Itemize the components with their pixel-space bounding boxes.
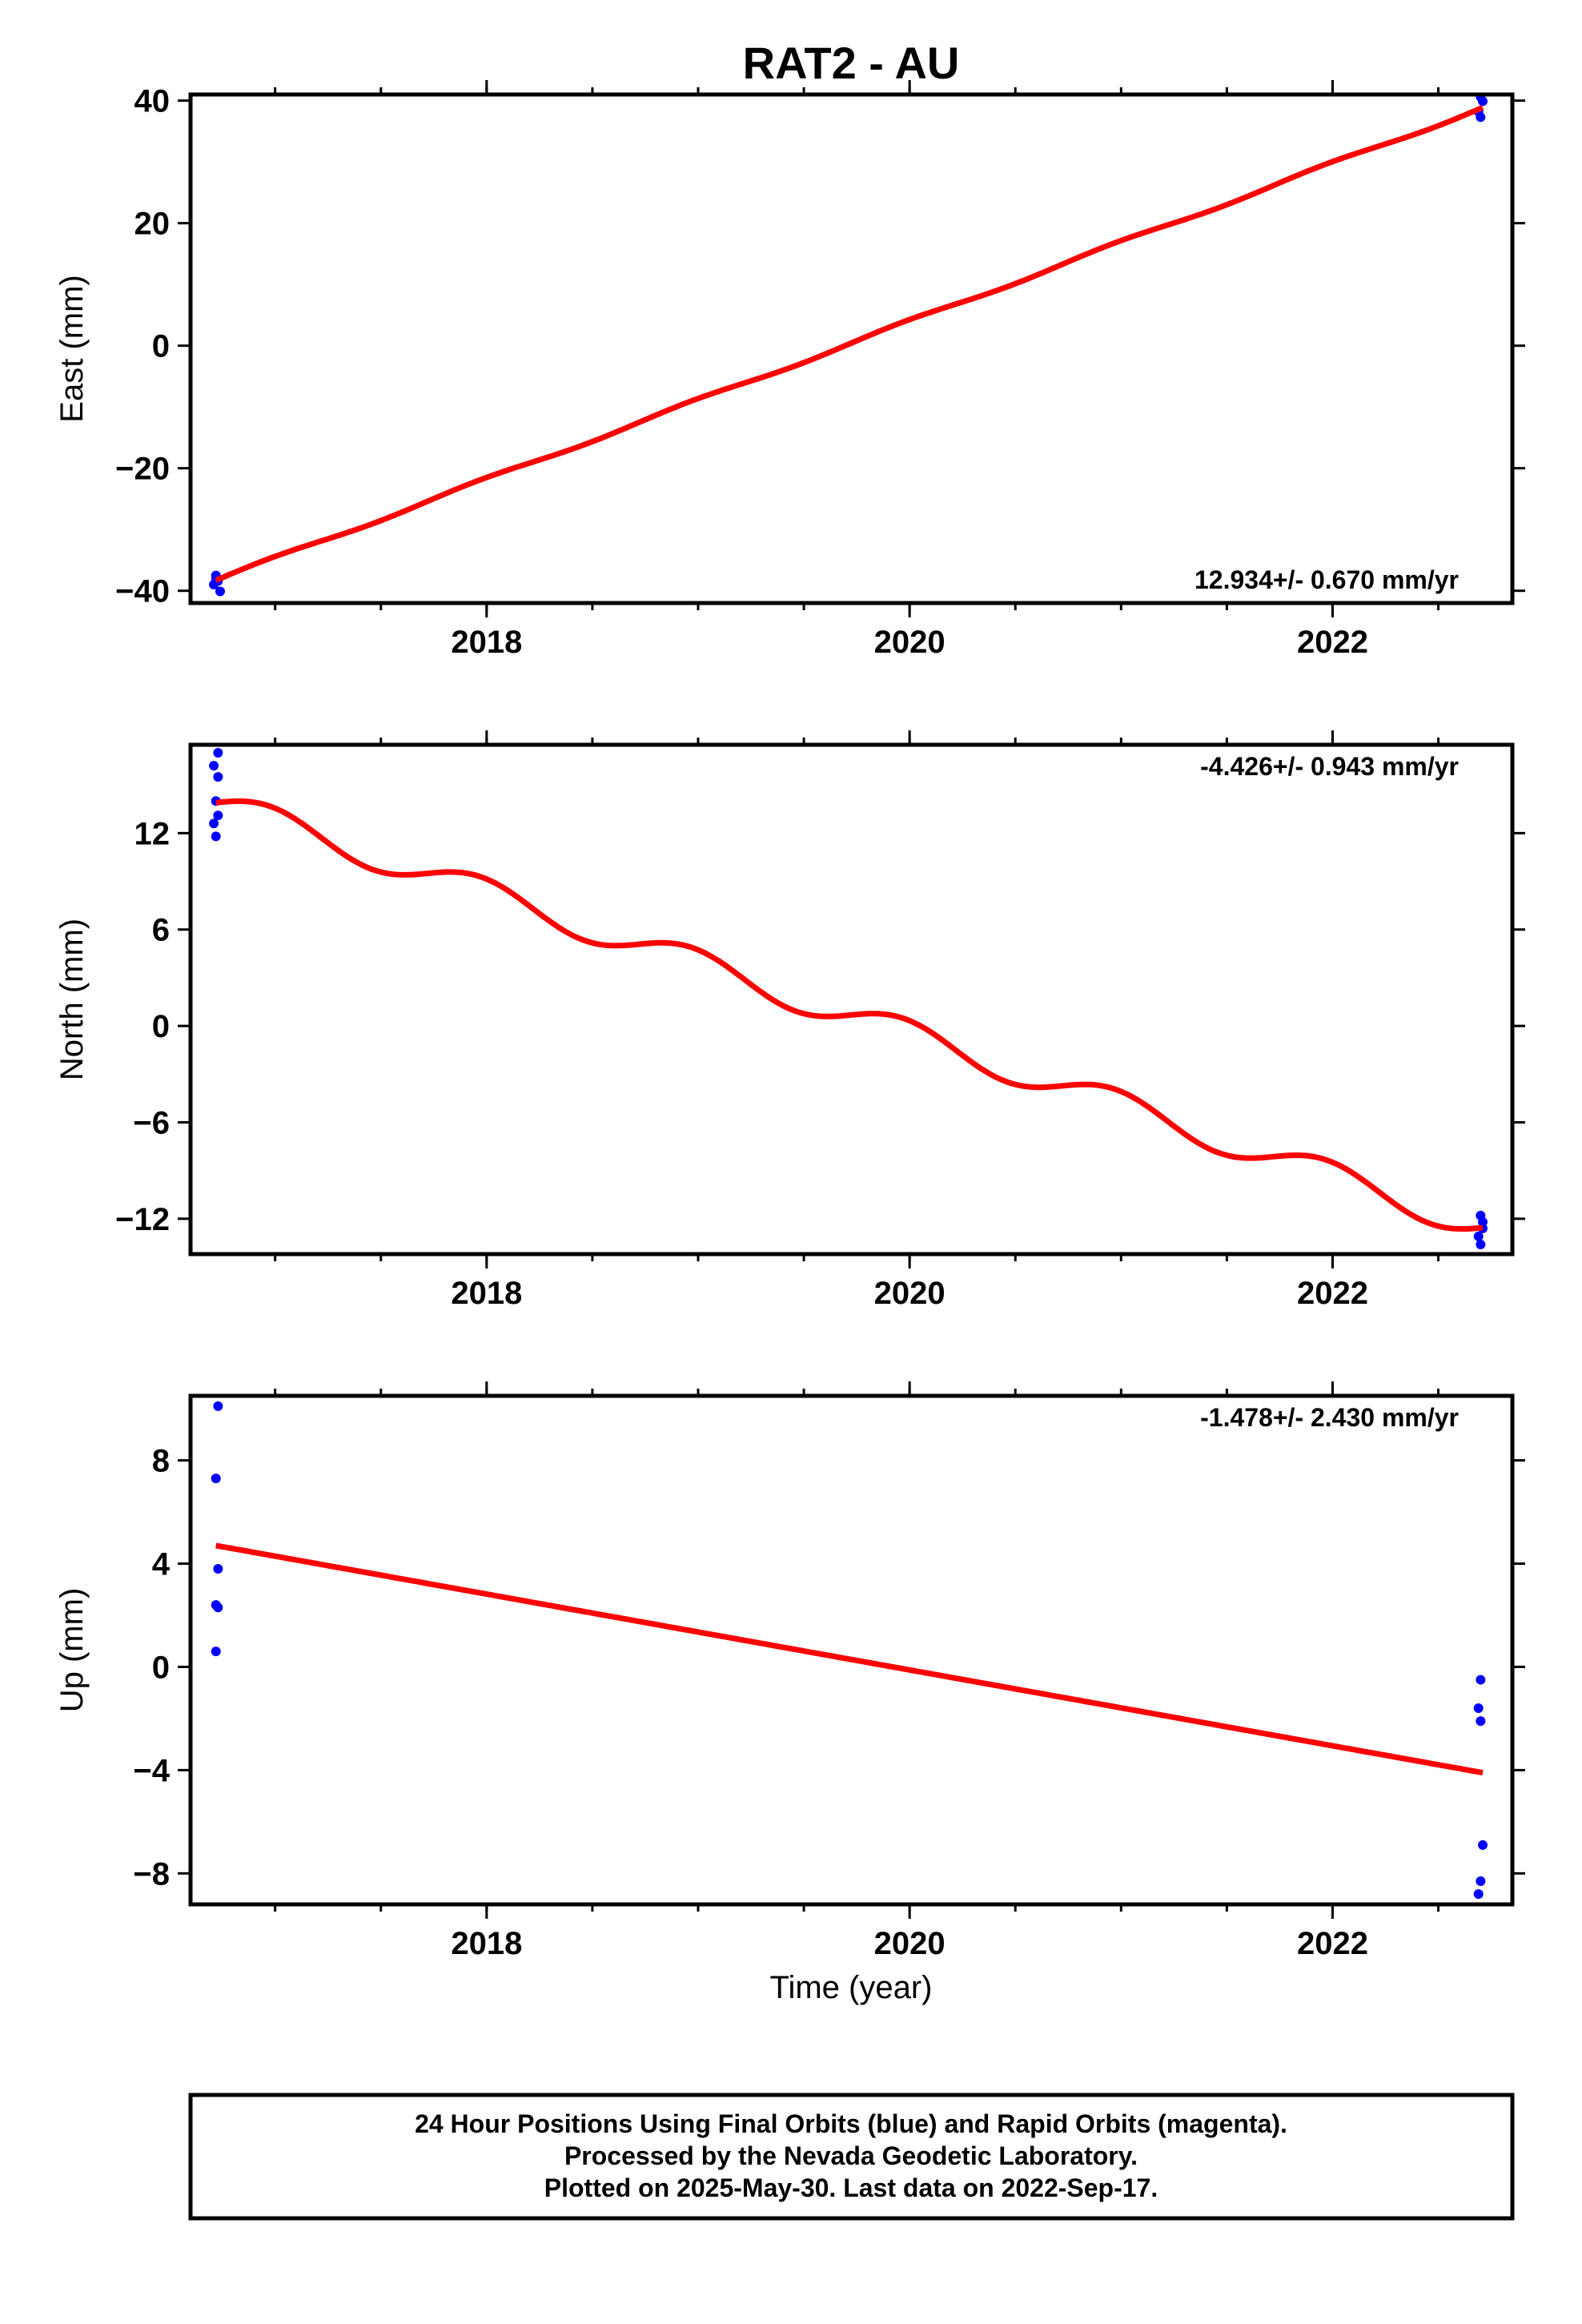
footer-line-3: Plotted on 2025-May-30. Last data on 202… — [544, 2173, 1158, 2202]
east-y-tick-label: 40 — [135, 84, 171, 119]
up-y-tick-label: −8 — [133, 1856, 170, 1892]
up-y-tick-label: −4 — [133, 1753, 170, 1788]
north-y-tick-label: 12 — [135, 816, 171, 851]
north-x-tick-label: 2018 — [451, 1276, 522, 1311]
east-y-tick-label: 0 — [152, 329, 170, 364]
north-data-point — [209, 818, 219, 829]
east-y-tick-label: 20 — [135, 207, 171, 242]
east-data-point — [1478, 96, 1488, 107]
north-data-point — [213, 772, 223, 782]
north-trend-line — [215, 798, 1484, 1232]
north-data-point — [211, 831, 221, 842]
up-y-tick-label: 4 — [152, 1547, 171, 1582]
up-data-point — [1478, 1839, 1488, 1850]
east-y-tick-label: −40 — [115, 574, 170, 609]
up-data-point — [213, 1563, 223, 1574]
up-plot-frame — [188, 1393, 1515, 1907]
east-data-point — [215, 586, 225, 597]
east-x-tick-label: 2018 — [451, 625, 522, 660]
north-y-axis-label: North (mm) — [54, 919, 90, 1080]
up-data-point — [211, 1474, 221, 1484]
footer-line-2: Processed by the Nevada Geodetic Laborat… — [564, 2141, 1138, 2170]
up-data-point — [1476, 1675, 1486, 1685]
up-data-point — [213, 1401, 223, 1411]
east-data-point — [1476, 112, 1486, 123]
up-x-tick-label: 2022 — [1297, 1926, 1368, 1961]
east-plot-frame — [188, 92, 1515, 605]
up-data-point — [1476, 1716, 1486, 1727]
east-rate-label: 12.934+/- 0.670 mm/yr — [1195, 565, 1459, 594]
up-x-tick-label: 2020 — [874, 1926, 946, 1961]
up-trend-line — [215, 1542, 1484, 1776]
north-x-tick-label: 2020 — [874, 1276, 946, 1311]
east-trend-line — [215, 104, 1484, 583]
up-x-tick-label: 2018 — [451, 1926, 522, 1961]
north-plot-frame — [188, 742, 1515, 1256]
up-data-point — [213, 1602, 223, 1613]
east-x-tick-label: 2022 — [1297, 625, 1368, 660]
up-panel: 2018 2020 2022 8 4 0 −4 −8 Up (mm) -1.478+/- 2.43… — [54, 1381, 1525, 1961]
east-panel: 2018 2020 2022 40 20 0 −20 −40 East (mm) 12.934+/… — [54, 80, 1525, 660]
north-data-point — [209, 761, 219, 771]
east-y-axis-label: East (mm) — [54, 275, 90, 422]
north-y-tick-label: 0 — [152, 1009, 170, 1044]
footer-line-1: 24 Hour Positions Using Final Orbits (bl… — [415, 2109, 1287, 2138]
north-y-tick-label: 6 — [152, 913, 170, 948]
footer-box — [188, 2093, 1515, 2221]
north-y-tick-label: −6 — [133, 1105, 170, 1140]
chart-title: RAT2 - AU — [743, 38, 960, 88]
x-axis-label: Time (year) — [770, 1970, 933, 2005]
north-data-point — [1476, 1239, 1486, 1249]
up-data-point — [1473, 1703, 1484, 1714]
north-panel: 2018 2020 2022 12 6 0 −6 −12 North (mm) -4.426+/-… — [54, 730, 1525, 1311]
east-y-tick-label: −20 — [115, 452, 170, 487]
north-data-point — [1473, 1231, 1484, 1241]
north-data-point — [1478, 1216, 1488, 1227]
up-y-axis-label: Up (mm) — [54, 1588, 90, 1713]
north-y-tick-label: −12 — [115, 1202, 170, 1237]
east-x-tick-label: 2020 — [874, 625, 946, 660]
up-rate-label: -1.478+/- 2.430 mm/yr — [1200, 1403, 1459, 1432]
up-data-point — [211, 1647, 221, 1657]
up-data-point — [1476, 1876, 1486, 1886]
up-y-tick-label: 0 — [152, 1650, 170, 1685]
north-rate-label: -4.426+/- 0.943 mm/yr — [1200, 752, 1459, 781]
north-x-tick-label: 2022 — [1297, 1276, 1368, 1311]
up-y-tick-label: 8 — [152, 1444, 170, 1479]
north-data-point — [213, 810, 223, 821]
north-data-point — [213, 748, 223, 758]
up-data-point — [1473, 1889, 1484, 1900]
